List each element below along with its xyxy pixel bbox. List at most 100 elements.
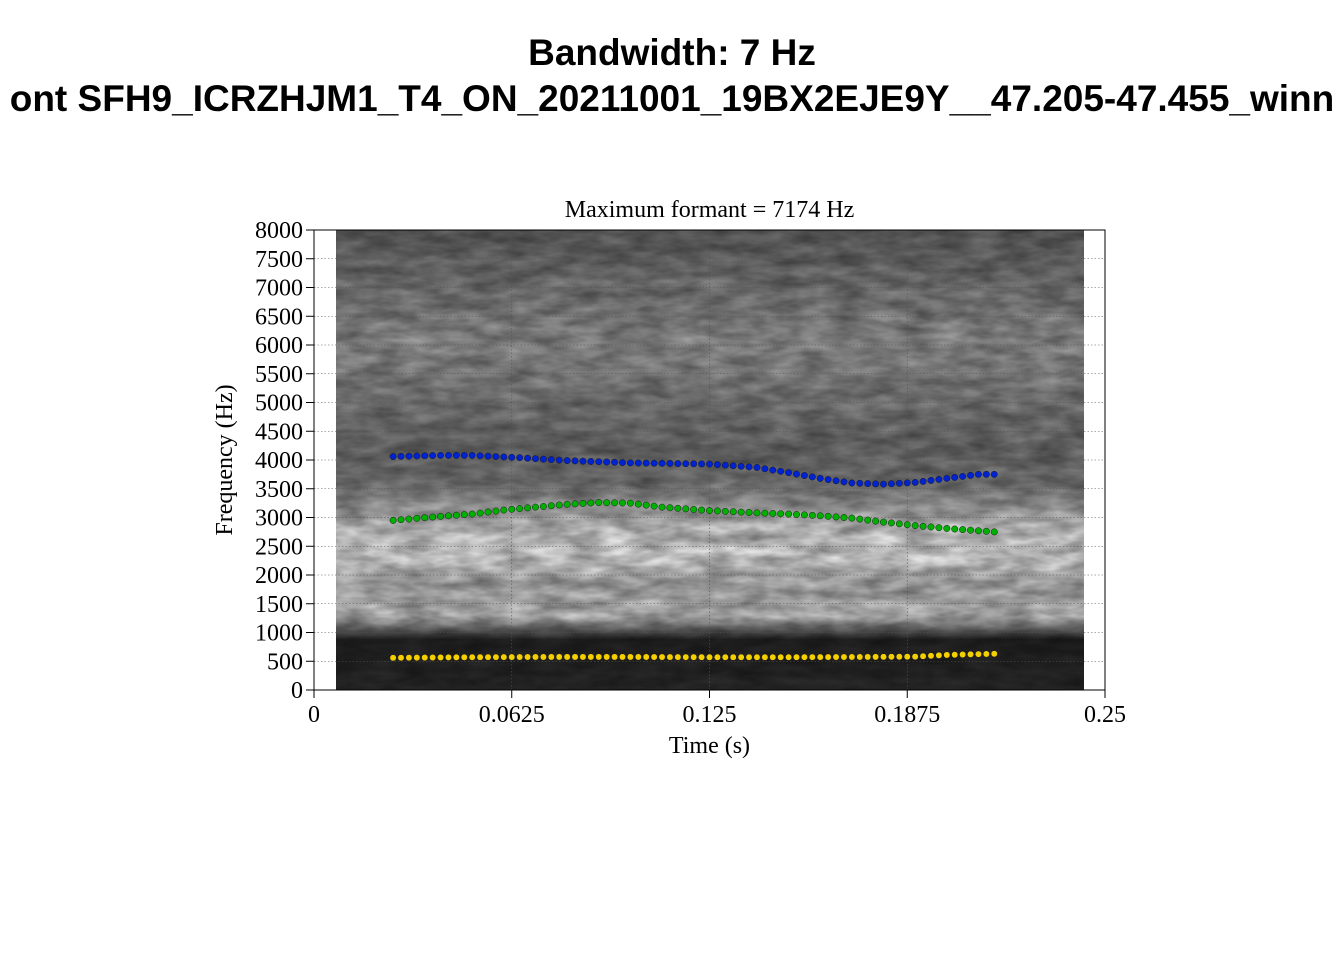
formant-point	[737, 508, 745, 516]
formant-point	[682, 505, 690, 513]
formant-point	[959, 651, 967, 658]
formant-point	[737, 462, 745, 470]
formant-point	[516, 653, 524, 661]
formant-point	[895, 479, 903, 487]
y-tick-label: 1000	[255, 621, 303, 647]
formant-point	[943, 524, 951, 532]
formant-point	[666, 653, 674, 661]
formant-point	[800, 472, 808, 479]
y-tick-label: 7500	[255, 247, 303, 273]
formant-point	[785, 510, 793, 518]
formant-point	[634, 459, 642, 467]
formant-point	[777, 467, 785, 475]
formant-point	[674, 653, 682, 661]
formant-point	[397, 516, 405, 524]
formant-point	[413, 514, 421, 522]
formant-point	[887, 653, 895, 661]
formant-point	[571, 500, 579, 508]
formant-point	[389, 453, 397, 460]
formant-point	[706, 507, 713, 515]
formant-point	[903, 653, 911, 661]
figure-title: Bandwidth: 7 Hz ont SFH9_ICRZHJM1_T4_ON_…	[0, 30, 1344, 122]
formant-point	[959, 526, 967, 534]
y-tick-label: 6500	[255, 304, 303, 330]
y-tick-label: 3500	[255, 477, 303, 503]
formant-point	[429, 654, 437, 661]
title-line-1: Bandwidth: 7 Hz	[528, 32, 816, 73]
formant-series-3	[389, 451, 998, 488]
formant-point	[872, 517, 880, 525]
formant-point	[500, 453, 508, 461]
formant-point	[990, 528, 998, 536]
formant-point	[532, 503, 539, 511]
formant-point	[903, 479, 911, 487]
formant-point	[452, 451, 460, 459]
formant-point	[769, 466, 777, 474]
x-tick-label: 0	[308, 702, 320, 728]
formant-point	[729, 462, 737, 470]
formant-point	[563, 653, 571, 661]
formant-point	[737, 653, 745, 661]
formant-point	[516, 454, 524, 462]
formant-point	[880, 480, 887, 488]
formant-point	[713, 507, 721, 515]
y-tick-label: 500	[267, 649, 303, 675]
formant-point	[650, 502, 658, 510]
formant-point	[690, 506, 698, 513]
formant-point	[682, 653, 690, 661]
formant-point	[532, 455, 539, 463]
formant-point	[761, 465, 769, 473]
formant-point	[880, 653, 887, 661]
formant-point	[595, 653, 603, 661]
formant-point	[911, 653, 919, 661]
formant-point	[421, 514, 429, 522]
formant-point	[982, 527, 990, 535]
formant-point	[611, 653, 619, 661]
formant-point	[753, 509, 761, 517]
formant-point	[468, 451, 476, 459]
formant-point	[943, 474, 951, 482]
formant-point	[856, 653, 864, 661]
formant-point	[990, 470, 998, 478]
formant-point	[389, 516, 397, 524]
formant-point	[761, 509, 769, 517]
formant-point	[524, 504, 532, 512]
formant-point	[974, 527, 982, 535]
formant-point	[793, 470, 800, 478]
formant-point	[476, 452, 484, 460]
formant-point	[484, 452, 492, 460]
formant-point	[982, 470, 990, 478]
formant-point	[484, 653, 492, 661]
formant-point	[619, 459, 626, 467]
formant-point	[840, 514, 848, 521]
formant-point	[856, 515, 864, 523]
y-axis-label: Frequency (Hz)	[212, 384, 238, 535]
formant-point	[872, 653, 880, 661]
formant-point	[460, 653, 468, 661]
formant-series-2	[389, 499, 998, 536]
y-tick-label: 2500	[255, 534, 303, 560]
formant-point	[666, 460, 674, 467]
formant-point	[967, 650, 974, 658]
formant-point	[777, 653, 785, 661]
y-tick-label: 2000	[255, 563, 303, 589]
formant-point	[856, 479, 864, 487]
formant-point	[634, 653, 642, 661]
formant-point	[816, 512, 824, 520]
formant-point	[895, 520, 903, 528]
formant-point	[785, 469, 793, 477]
formant-point	[626, 459, 634, 467]
y-tick-label: 4500	[255, 419, 303, 445]
formant-point	[626, 653, 634, 661]
formant-point	[769, 510, 777, 517]
formant-point	[579, 457, 587, 465]
chart-title: Maximum formant = 7174 Hz	[565, 197, 855, 223]
formant-point	[603, 499, 611, 507]
formant-point	[421, 452, 429, 460]
formant-point	[721, 461, 729, 469]
x-axis: 0 0.0625 0.125 0.1875 0.25	[308, 690, 1126, 728]
x-axis-label: Time (s)	[669, 733, 750, 759]
formant-point	[452, 653, 460, 661]
formant-point	[445, 512, 452, 520]
formant-point	[974, 470, 982, 478]
